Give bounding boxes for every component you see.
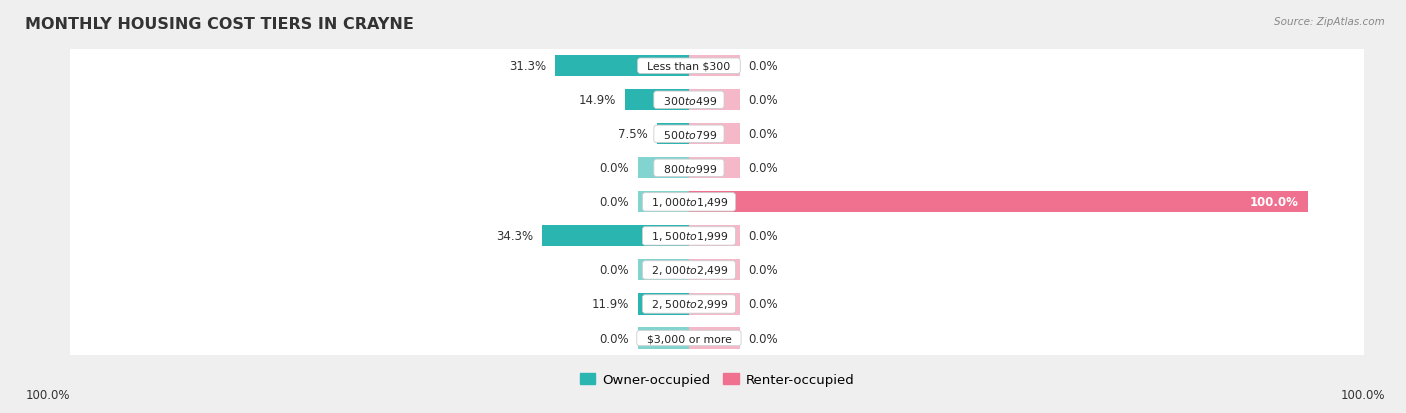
Bar bbox=[689, 56, 740, 77]
Bar bbox=[689, 294, 740, 315]
Text: 0.0%: 0.0% bbox=[600, 264, 630, 277]
Text: 14.9%: 14.9% bbox=[579, 94, 616, 107]
FancyBboxPatch shape bbox=[67, 306, 1367, 370]
Bar bbox=[626, 90, 689, 111]
Text: $3,000 or more: $3,000 or more bbox=[640, 333, 738, 343]
Bar bbox=[555, 56, 689, 77]
Bar bbox=[689, 124, 740, 145]
Bar bbox=[638, 260, 689, 281]
Bar bbox=[638, 158, 689, 179]
FancyBboxPatch shape bbox=[67, 136, 1367, 201]
Bar bbox=[638, 294, 689, 315]
Text: 0.0%: 0.0% bbox=[748, 162, 778, 175]
FancyBboxPatch shape bbox=[67, 102, 1367, 167]
FancyBboxPatch shape bbox=[67, 204, 1367, 268]
Bar bbox=[638, 192, 689, 213]
FancyBboxPatch shape bbox=[67, 272, 1367, 337]
FancyBboxPatch shape bbox=[67, 68, 1367, 133]
Text: 34.3%: 34.3% bbox=[496, 230, 533, 243]
Text: $500 to $799: $500 to $799 bbox=[657, 128, 721, 140]
Text: 100.0%: 100.0% bbox=[25, 388, 70, 401]
Bar bbox=[689, 328, 740, 349]
Text: $1,500 to $1,999: $1,500 to $1,999 bbox=[645, 230, 733, 243]
Text: 11.9%: 11.9% bbox=[592, 298, 628, 311]
Text: 0.0%: 0.0% bbox=[600, 196, 630, 209]
Text: Source: ZipAtlas.com: Source: ZipAtlas.com bbox=[1274, 17, 1385, 26]
Text: $800 to $999: $800 to $999 bbox=[657, 162, 721, 174]
Text: 0.0%: 0.0% bbox=[748, 60, 778, 73]
Text: 0.0%: 0.0% bbox=[748, 94, 778, 107]
Text: MONTHLY HOUSING COST TIERS IN CRAYNE: MONTHLY HOUSING COST TIERS IN CRAYNE bbox=[25, 17, 415, 31]
FancyBboxPatch shape bbox=[67, 238, 1367, 303]
Bar bbox=[657, 124, 689, 145]
Text: 100.0%: 100.0% bbox=[1250, 196, 1299, 209]
Text: 100.0%: 100.0% bbox=[1340, 388, 1385, 401]
Bar bbox=[638, 328, 689, 349]
Bar bbox=[689, 158, 740, 179]
Bar bbox=[543, 226, 689, 247]
Text: 0.0%: 0.0% bbox=[748, 230, 778, 243]
FancyBboxPatch shape bbox=[67, 34, 1367, 99]
Text: $2,000 to $2,499: $2,000 to $2,499 bbox=[645, 264, 733, 277]
Text: $1,000 to $1,499: $1,000 to $1,499 bbox=[645, 196, 733, 209]
Text: 0.0%: 0.0% bbox=[600, 162, 630, 175]
Text: 0.0%: 0.0% bbox=[748, 264, 778, 277]
Text: 0.0%: 0.0% bbox=[748, 298, 778, 311]
Text: 31.3%: 31.3% bbox=[509, 60, 546, 73]
Text: Less than $300: Less than $300 bbox=[640, 62, 738, 71]
Text: 7.5%: 7.5% bbox=[619, 128, 648, 141]
Legend: Owner-occupied, Renter-occupied: Owner-occupied, Renter-occupied bbox=[574, 368, 860, 392]
FancyBboxPatch shape bbox=[67, 170, 1367, 235]
Text: 0.0%: 0.0% bbox=[600, 332, 630, 345]
Bar bbox=[689, 226, 740, 247]
Text: 0.0%: 0.0% bbox=[748, 332, 778, 345]
Text: $2,500 to $2,999: $2,500 to $2,999 bbox=[645, 298, 733, 311]
Text: 0.0%: 0.0% bbox=[748, 128, 778, 141]
Text: $300 to $499: $300 to $499 bbox=[657, 95, 721, 107]
Bar bbox=[689, 90, 740, 111]
Bar bbox=[689, 192, 1308, 213]
Bar bbox=[689, 260, 740, 281]
